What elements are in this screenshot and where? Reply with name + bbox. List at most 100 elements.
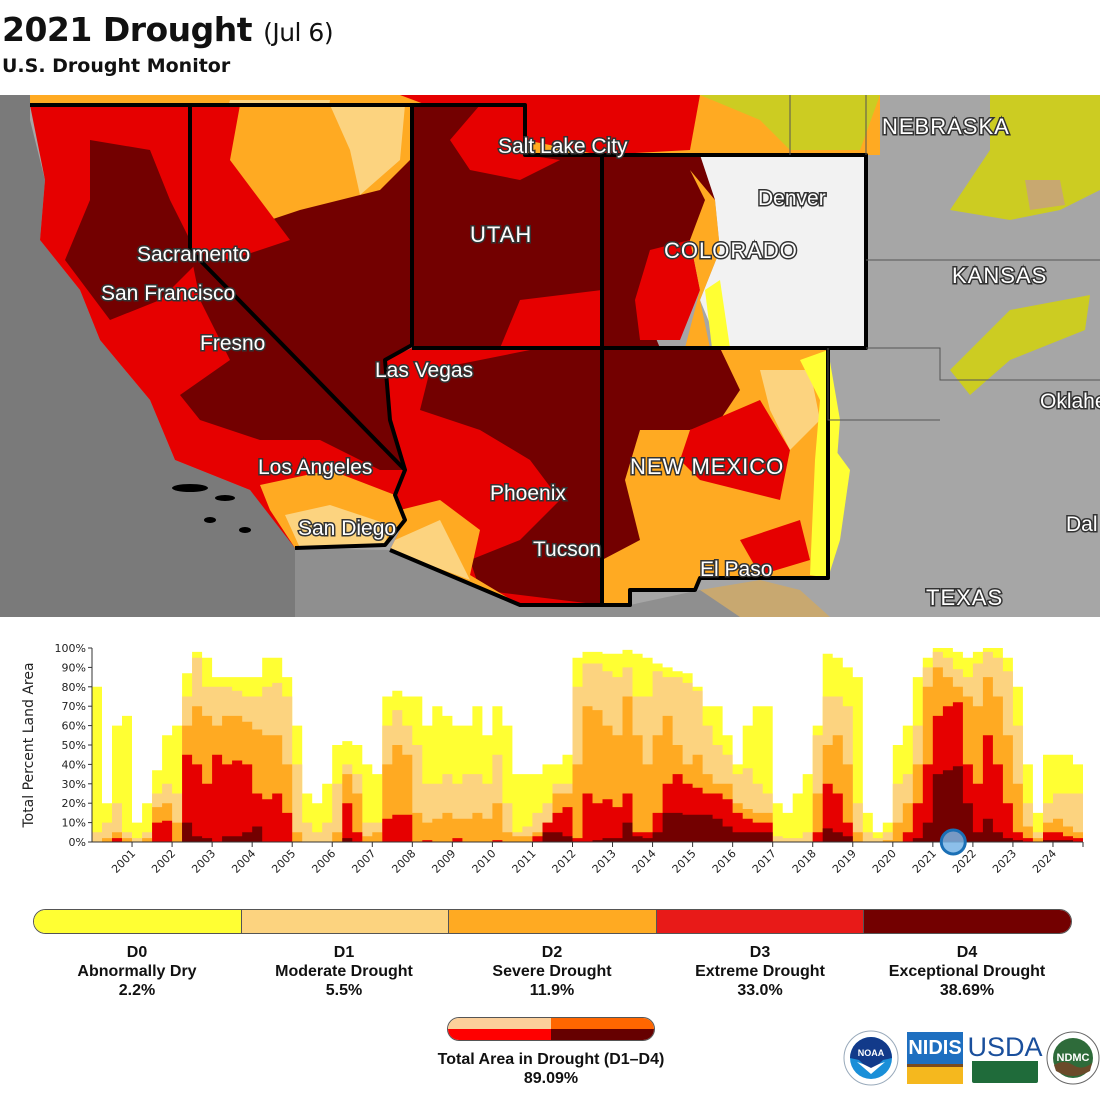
- x-tick-label: 2006: [309, 847, 338, 876]
- label-utah: UTAH: [470, 222, 532, 247]
- x-tick-label: 2015: [670, 847, 699, 876]
- label-el-paso: El Paso: [700, 558, 772, 581]
- x-tick-label: 2008: [389, 847, 418, 876]
- legend-code: D2: [541, 944, 563, 961]
- label-san-diego: San Diego: [298, 517, 396, 540]
- x-tick-label: 2017: [750, 847, 779, 876]
- legend-item-d1: D1 Moderate Drought 5.5%: [239, 943, 449, 1000]
- new-mexico-d3: [680, 400, 790, 500]
- ocean: [0, 95, 295, 617]
- arizona-border: [389, 348, 604, 607]
- x-tick-label: 2002: [149, 847, 178, 876]
- total-swatch-d4: [551, 1029, 654, 1040]
- label-san-francisco: San Francisco: [101, 282, 235, 305]
- noaa-logo-text: NOAA: [858, 1048, 885, 1058]
- x-tick-label: 2011: [510, 847, 539, 876]
- legend-value: 38.69%: [939, 982, 995, 999]
- label-nebraska: NEBRASKA: [882, 114, 1010, 139]
- total-label: Total Area in Drought (D1–D4): [437, 1051, 665, 1068]
- utah-d3: [450, 105, 560, 180]
- total-value: 89.09%: [523, 1070, 579, 1087]
- nidis-logo-ground: [907, 1064, 963, 1084]
- map-labels: Salt Lake City Denver NEBRASKA KANSAS Ok…: [100, 113, 1100, 612]
- x-tick-label: 2016: [710, 847, 739, 876]
- legend-swatch-d4: [864, 910, 1071, 933]
- label-dallas: Dal: [1066, 513, 1098, 536]
- x-tick-label: 2005: [269, 847, 298, 876]
- legend-swatch-d1: [241, 910, 450, 933]
- page-subtitle: U.S. Drought Monitor: [2, 55, 231, 77]
- y-tick-label: 100%: [55, 642, 86, 655]
- legend-value: 11.9%: [529, 982, 575, 999]
- x-tick-label: 2018: [790, 847, 819, 876]
- current-date-marker: [939, 828, 967, 856]
- region-kansas-d0: [950, 295, 1090, 395]
- x-tick-label: 2014: [630, 847, 659, 876]
- total-swatch-d2: [551, 1018, 654, 1029]
- new-mexico-d1: [760, 370, 820, 450]
- area-d4: [92, 766, 1083, 842]
- utah-d3-south: [500, 290, 602, 348]
- x-tick-label: 2003: [189, 847, 218, 876]
- legend-code: D3: [749, 944, 771, 961]
- socal-d1: [285, 505, 390, 548]
- y-tick-label: 90%: [62, 661, 86, 674]
- x-tick-label: 2001: [109, 847, 138, 876]
- usda-logo: USDA: [968, 1032, 1043, 1084]
- title-text: 2021 Drought: [2, 10, 253, 49]
- legend-code: D4: [956, 944, 978, 961]
- y-tick-label: 30%: [62, 778, 86, 791]
- y-tick-label: 20%: [62, 797, 86, 810]
- y-tick-label: 0%: [69, 836, 86, 849]
- label-sacramento: Sacramento: [137, 243, 250, 266]
- new-mexico-d3-south: [740, 520, 810, 575]
- state-lines-other: [789, 95, 1100, 421]
- legend-label: Severe Drought: [492, 963, 612, 980]
- nidis-logo: NIDIS: [907, 1032, 963, 1084]
- legend-item-d3: D3 Extreme Drought 33.0%: [655, 943, 865, 1000]
- legend-swatch-d3: [656, 910, 865, 933]
- label-fresno: Fresno: [200, 332, 265, 355]
- legend-value: 2.2%: [118, 982, 156, 999]
- legend-swatch-d2: [449, 910, 657, 933]
- y-tick-label: 60%: [62, 720, 86, 733]
- total-drought-caption: Total Area in Drought (D1–D4) 89.09%: [400, 1050, 702, 1088]
- legend-label: Abnormally Dry: [77, 963, 197, 980]
- x-tick-label: 2007: [349, 847, 378, 876]
- x-tick-label: 2021: [910, 847, 939, 876]
- chart-areas: [92, 648, 1083, 842]
- colorado-east-none: [700, 155, 866, 348]
- colorado-d0: [705, 280, 730, 348]
- legend-value: 33.0%: [737, 982, 783, 999]
- noaa-logo: NOAA: [843, 1030, 899, 1086]
- usda-logo-field: [972, 1061, 1038, 1083]
- y-tick-label: 80%: [62, 681, 86, 694]
- nidis-logo-text: NIDIS: [907, 1032, 963, 1064]
- legend-code: D0: [126, 944, 148, 961]
- legend-item-d2: D2 Severe Drought 11.9%: [447, 943, 657, 1000]
- total-drought-bar: [447, 1017, 655, 1041]
- ndmc-logo-text: NDMC: [1057, 1052, 1090, 1064]
- ndmc-logo: NDMC: [1046, 1031, 1100, 1085]
- legend-label: Exceptional Drought: [888, 963, 1046, 980]
- legend-item-d0: D0 Abnormally Dry 2.2%: [32, 943, 242, 1000]
- region-nebraska-d0: [950, 95, 1100, 220]
- x-tick-label: 2020: [870, 847, 899, 876]
- x-tick-label: 2023: [990, 847, 1019, 876]
- legend-color-bar: [33, 909, 1072, 934]
- x-tick-label: 2004: [229, 847, 258, 876]
- legend-item-d4: D4 Exceptional Drought 38.69%: [862, 943, 1072, 1000]
- new-mexico-d4: [602, 348, 740, 560]
- texas-d1: [700, 580, 830, 617]
- nevada-d1: [330, 105, 405, 195]
- drought-map: Salt Lake City Denver NEBRASKA KANSAS Ok…: [0, 95, 1100, 617]
- y-tick-label: 50%: [62, 739, 86, 752]
- nevada-border: [190, 103, 414, 471]
- arizona-d1-sw: [390, 520, 470, 580]
- y-tick-label: 10%: [62, 817, 86, 830]
- islands: [172, 484, 251, 533]
- utah-border: [412, 103, 604, 350]
- total-swatch-d1: [448, 1018, 551, 1029]
- x-tick-label: 2012: [550, 847, 579, 876]
- total-swatch-d3: [448, 1029, 551, 1040]
